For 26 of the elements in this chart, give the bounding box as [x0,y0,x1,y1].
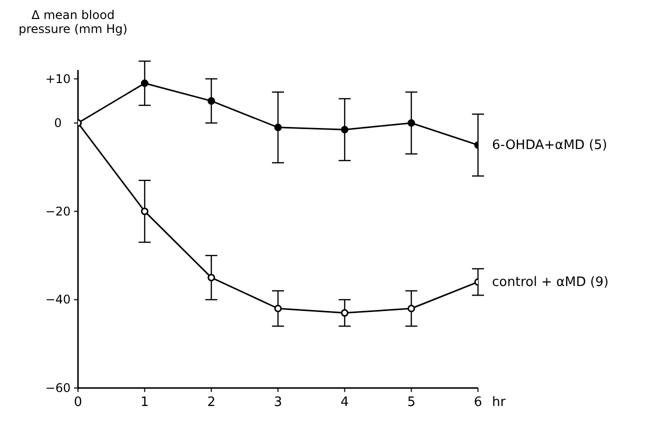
y-tick-label: +10 [45,72,71,86]
y-tick-label: −20 [45,204,71,218]
x-tick-label: 3 [274,395,282,410]
point [208,97,216,105]
point [140,80,148,87]
x-tick-label: 4 [340,395,349,410]
series-label: control + αMD (9) [492,275,609,290]
x-tick-label: 5 [407,395,416,410]
x-tick-label: 2 [207,395,216,410]
point [408,119,416,127]
point [274,124,282,132]
x-tick-label: 1 [140,395,149,410]
point [340,126,348,134]
point [208,274,216,282]
point [408,304,416,312]
y-axis-title: Δ mean blood pressure (mm Hg) [18,8,128,36]
y-tick-label: −60 [45,381,71,395]
y-tick-label: 0 [54,116,62,130]
y-tick-label: −40 [45,292,71,307]
series-label: 6-OHDA+αMD (5) [492,138,608,154]
point [274,304,282,312]
x-tick-label: 6 [474,395,482,410]
point [140,208,148,216]
point [340,309,348,317]
x-axis-title: hr [492,395,506,410]
x-tick-label: 0 [74,395,82,410]
